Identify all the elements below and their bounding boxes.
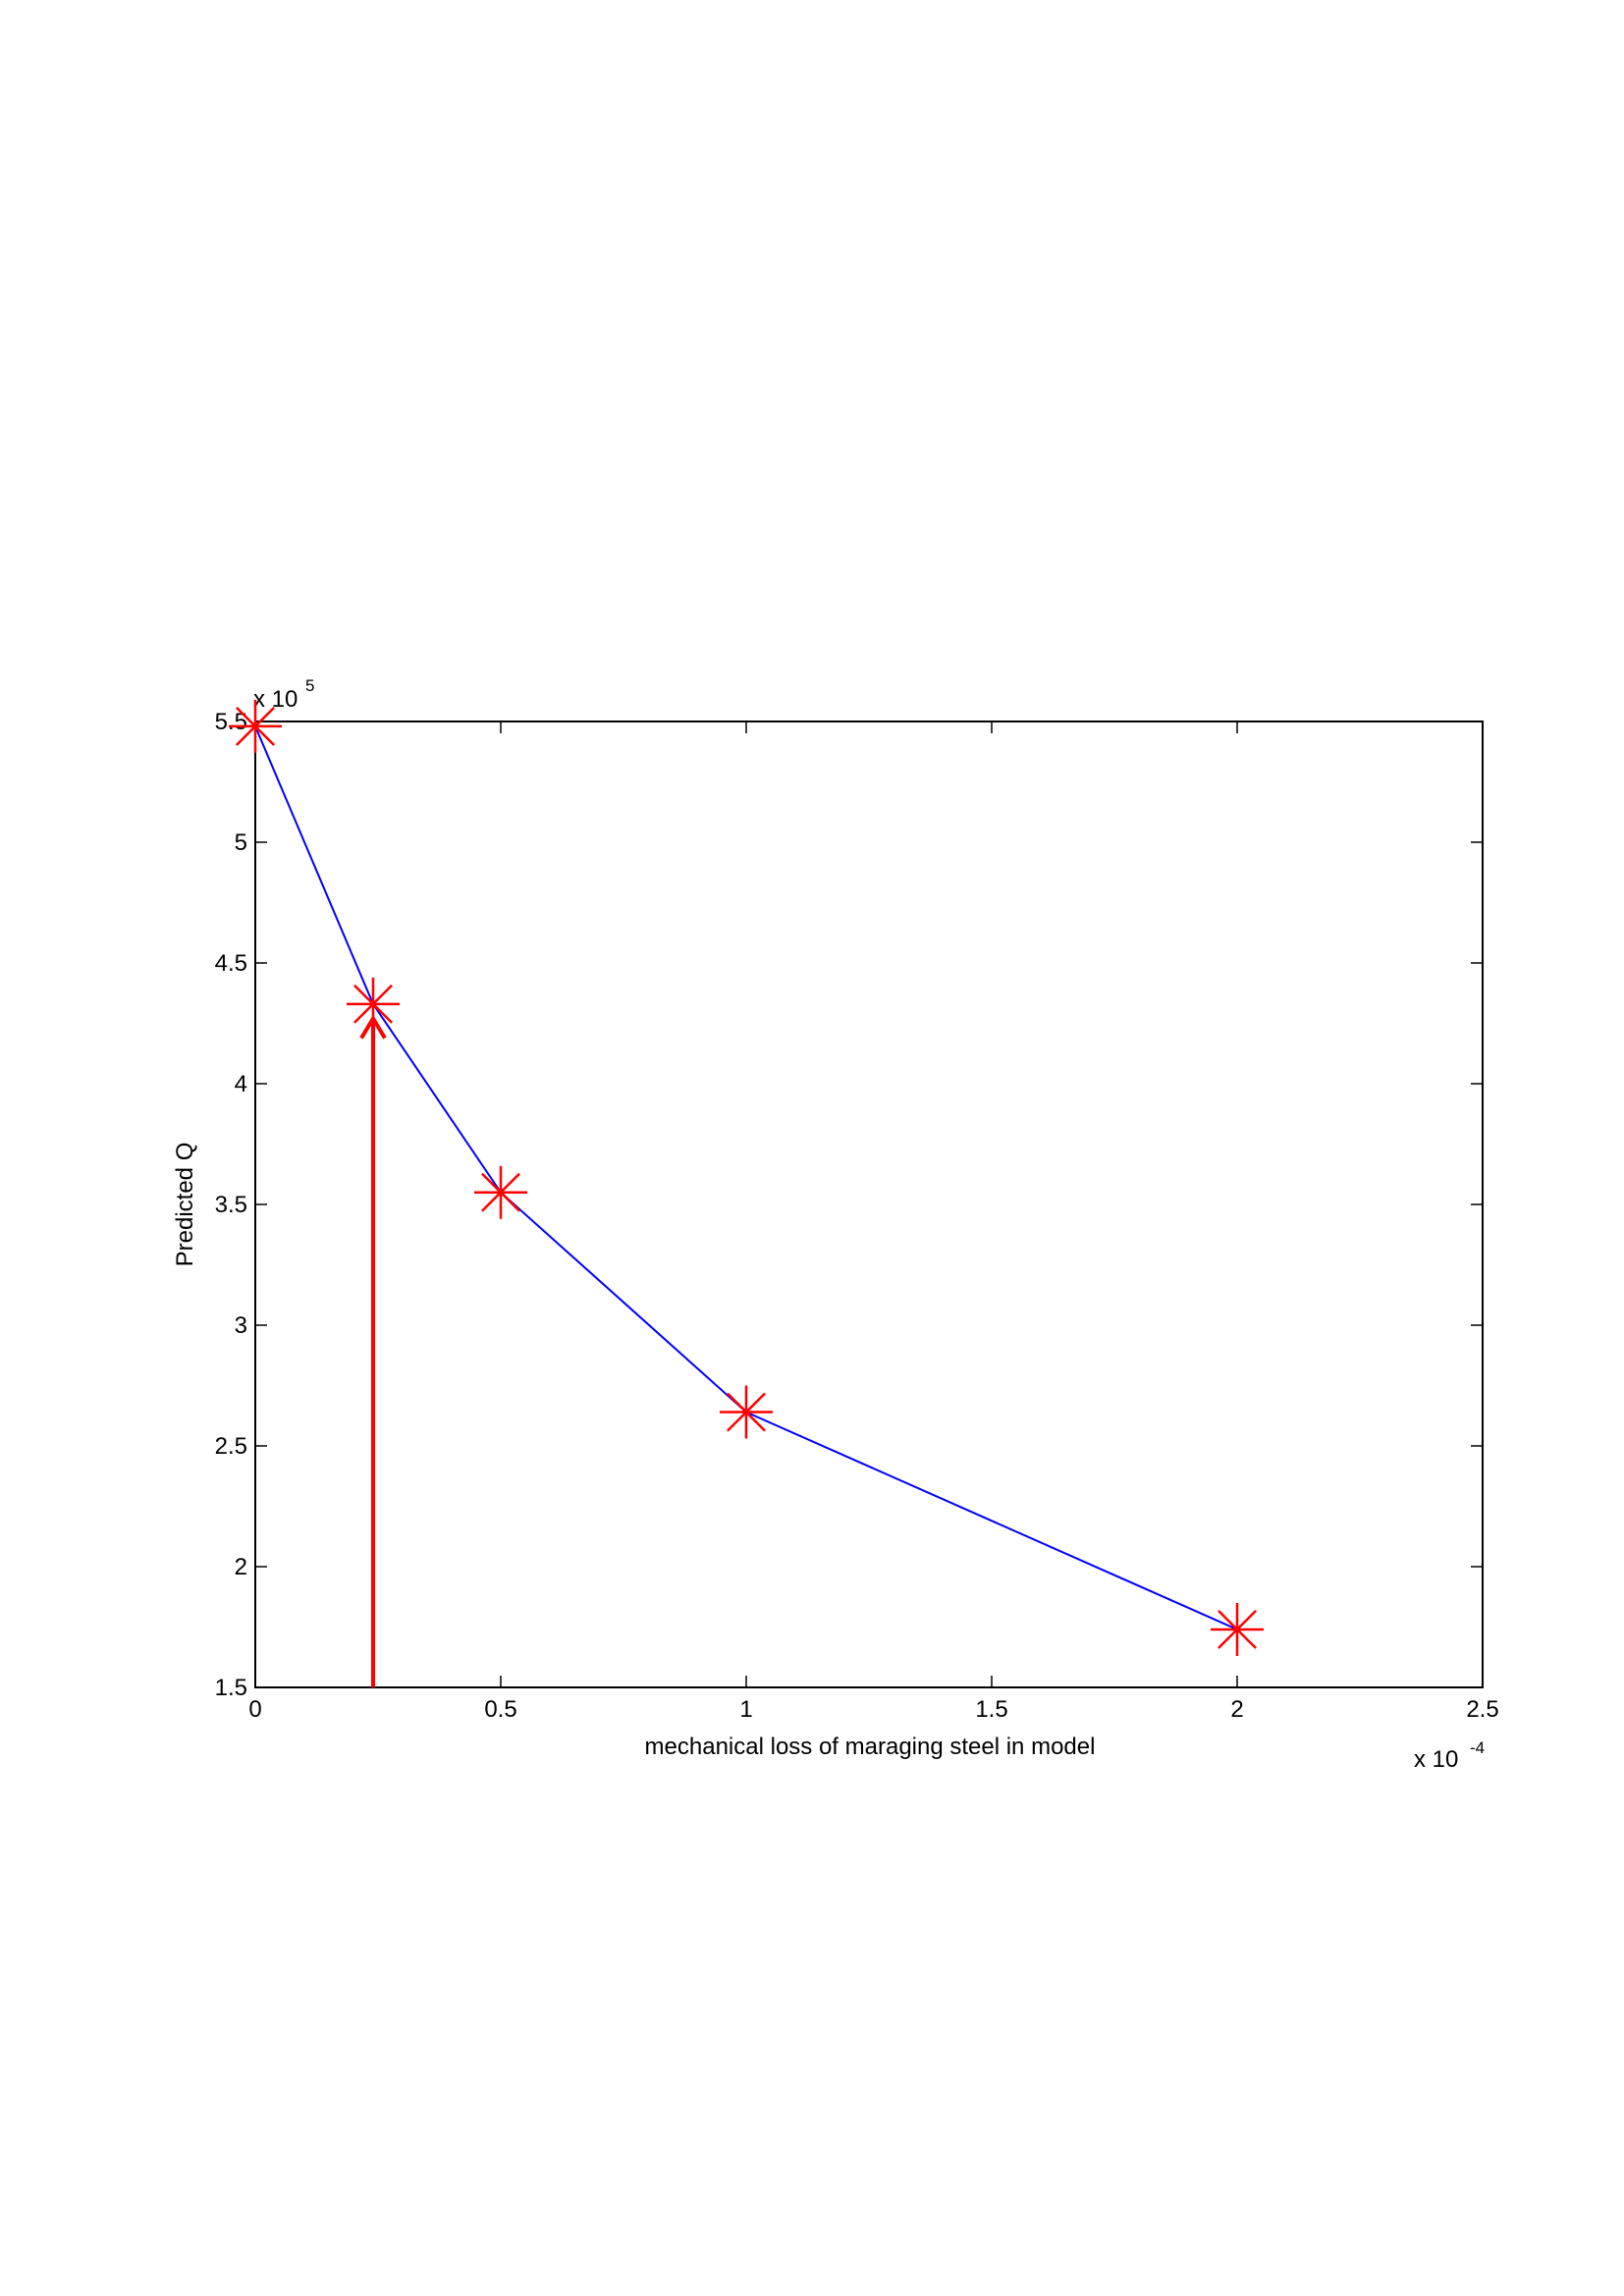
data-marker	[347, 977, 400, 1031]
y-tick-label: 5	[235, 829, 247, 856]
x-tick-label: 1.5	[975, 1696, 1007, 1723]
x-axis-label: mechanical loss of maraging steel in mod…	[645, 1734, 1096, 1760]
x-tick-label: 0	[248, 1696, 261, 1723]
data-marker	[229, 699, 282, 753]
y-tick-label: 1.5	[215, 1675, 247, 1701]
y-tick-label: 4.5	[215, 950, 247, 977]
data-marker	[720, 1385, 773, 1439]
y-axis-label: Predicted Q	[172, 1143, 198, 1267]
y-tick-label: 3.5	[215, 1192, 247, 1218]
y-tick-label: 2.5	[215, 1433, 247, 1460]
data-marker	[474, 1165, 527, 1219]
x-multiplier-exponent: -4	[1470, 1738, 1485, 1757]
y-multiplier: x 10	[253, 686, 298, 713]
data-marker	[1211, 1602, 1264, 1656]
x-tick-label: 0.5	[484, 1696, 516, 1723]
y-tick-label: 3	[235, 1312, 247, 1339]
x-multiplier: x 10	[1414, 1746, 1458, 1773]
y-tick-label: 2	[235, 1554, 247, 1580]
y-multiplier-exponent: 5	[305, 676, 314, 695]
x-tick-label: 1	[739, 1696, 752, 1723]
x-tick-label: 2.5	[1466, 1696, 1498, 1723]
x-tick-label: 2	[1230, 1696, 1243, 1723]
y-tick-label: 4	[235, 1071, 247, 1097]
